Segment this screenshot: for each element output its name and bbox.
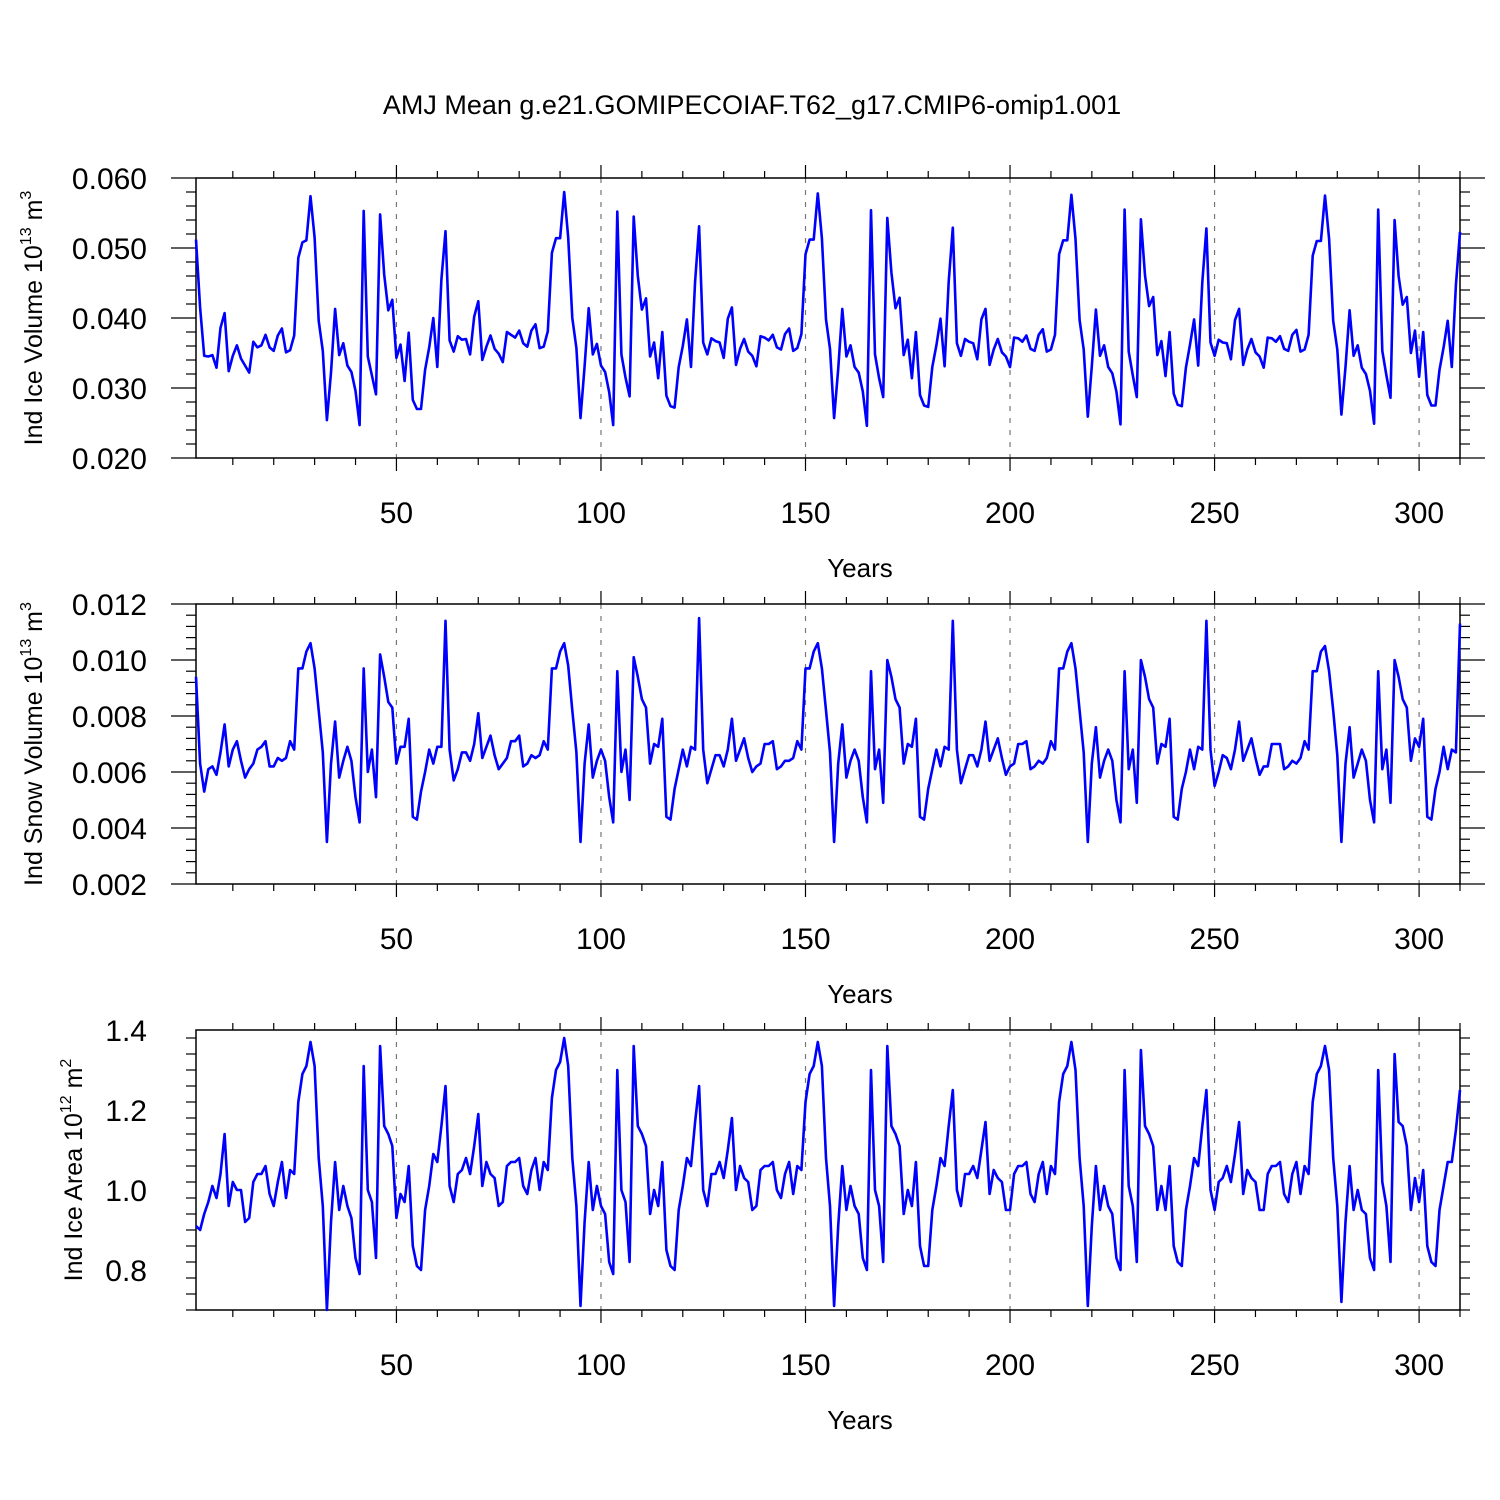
x-axis-title: Years bbox=[827, 979, 893, 1009]
x-tick-label: 50 bbox=[380, 1349, 413, 1382]
x-tick-label: 200 bbox=[985, 497, 1035, 530]
x-tick-label: 100 bbox=[576, 497, 626, 530]
x-tick-label: 200 bbox=[985, 923, 1035, 956]
y-tick-label: 0.060 bbox=[72, 163, 147, 196]
y-axis-title: Ind Ice Volume 1013 m3 bbox=[18, 191, 48, 446]
x-tick-label: 50 bbox=[380, 923, 413, 956]
y-tick-label: 1.2 bbox=[105, 1095, 147, 1128]
chart-panel-3: 50 100 150 200 250 300 Years 0.8 1.0 1.2 1.4 Ind Ic… bbox=[58, 1015, 1470, 1435]
x-tick-label: 300 bbox=[1394, 1349, 1444, 1382]
x-tick-label: 150 bbox=[780, 1349, 830, 1382]
y-tick-label: 1.0 bbox=[105, 1175, 147, 1208]
y-tick-label: 1.4 bbox=[105, 1015, 147, 1048]
x-tick-label: 250 bbox=[1190, 1349, 1240, 1382]
x-tick-label: 100 bbox=[576, 1349, 626, 1382]
y-tick-label: 0.008 bbox=[72, 701, 147, 734]
y-tick-label: 0.002 bbox=[72, 869, 147, 902]
plot-frame bbox=[195, 177, 1461, 459]
y-tick-label: 0.006 bbox=[72, 757, 147, 790]
data-series-line bbox=[194, 616, 1462, 844]
x-tick-label: 300 bbox=[1394, 923, 1444, 956]
x-tick-label: 200 bbox=[985, 1349, 1035, 1382]
data-series-line bbox=[194, 190, 1462, 428]
x-tick-label: 100 bbox=[576, 923, 626, 956]
x-tick-label: 250 bbox=[1190, 923, 1240, 956]
chart-panel-1: 50 100 150 200 250 300 Years 0.020 0.030 0.040 0.0… bbox=[18, 163, 1485, 583]
x-axis-title: Years bbox=[827, 553, 893, 583]
x-tick-label: 150 bbox=[780, 497, 830, 530]
y-tick-label: 0.050 bbox=[72, 233, 147, 266]
x-tick-label: 150 bbox=[780, 923, 830, 956]
y-tick-label: 0.020 bbox=[72, 443, 147, 476]
y-tick-label: 0.030 bbox=[72, 373, 147, 406]
plot-frame bbox=[195, 1029, 1461, 1311]
y-tick-label: 0.012 bbox=[72, 589, 147, 622]
y-tick-label: 0.8 bbox=[105, 1255, 147, 1288]
x-tick-label: 50 bbox=[380, 497, 413, 530]
x-axis-title: Years bbox=[827, 1405, 893, 1435]
data-series-line bbox=[195, 1036, 1462, 1312]
x-tick-label: 250 bbox=[1190, 497, 1240, 530]
y-tick-label: 0.040 bbox=[72, 303, 147, 336]
y-axis-title: Ind Snow Volume 1013 m3 bbox=[18, 602, 48, 886]
chart-title: AMJ Mean g.e21.GOMIPECOIAF.T62_g17.CMIP6… bbox=[383, 90, 1121, 120]
y-axis-title: Ind Ice Area 1012 m2 bbox=[58, 1059, 88, 1282]
y-tick-label: 0.004 bbox=[72, 813, 147, 846]
y-tick-label: 0.010 bbox=[72, 645, 147, 678]
chart-panel-2: 50 100 150 200 250 300 Years 0.002 0.004 0.006 0.0… bbox=[18, 589, 1485, 1009]
x-tick-label: 300 bbox=[1394, 497, 1444, 530]
plot-frame bbox=[195, 603, 1461, 885]
